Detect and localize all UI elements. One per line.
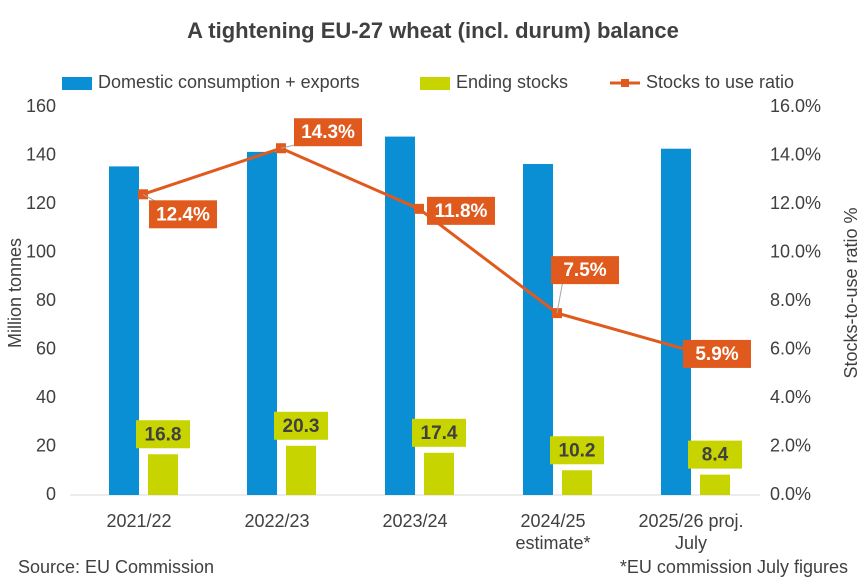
data-label: 14.3% (301, 122, 355, 143)
source: Source: EU Commission (18, 557, 214, 577)
data-label: 10.2 (559, 440, 596, 461)
data-label-box (688, 440, 742, 469)
line-marker (414, 203, 424, 214)
legend-swatch (62, 77, 92, 90)
data-label-box (149, 200, 217, 229)
legend-swatch (420, 77, 450, 90)
x-tick-label: 2023/24 (382, 511, 448, 531)
bar (385, 136, 415, 495)
x-tick-label: 2022/23 (244, 511, 310, 531)
data-label-box (274, 411, 328, 440)
data-label: 11.8% (435, 201, 488, 222)
data-label: 20.3 (283, 416, 320, 437)
x-tick-label: 2021/22 (106, 511, 172, 531)
legend-label: Stocks to use ratio (646, 72, 794, 92)
y2-tick-label: 8.0% (770, 290, 811, 310)
data-label: 7.5% (563, 260, 606, 281)
y-tick-label: 140 (26, 144, 56, 164)
y2-tick-label: 2.0% (770, 435, 811, 455)
y-axis-title: Million tonnes (5, 238, 25, 348)
data-label: 5.9% (695, 344, 738, 365)
footnote: *EU commission July figures (620, 557, 848, 577)
leader-line (556, 280, 564, 314)
y2-tick-label: 12.0% (770, 193, 821, 213)
y-tick-label: 120 (26, 193, 56, 213)
data-label-box (551, 256, 619, 285)
x-tick-label: 2025/26 proj. July (638, 511, 744, 553)
data-label-box (550, 436, 604, 465)
legend-label: Ending stocks (456, 72, 568, 92)
y-tick-label: 160 (26, 96, 56, 116)
data-label-box (294, 118, 362, 147)
bar (424, 452, 454, 495)
legend-swatch (621, 79, 629, 87)
y2-tick-label: 16.0% (770, 96, 821, 116)
y-tick-label: 40 (36, 387, 56, 407)
y2-tick-label: 14.0% (770, 144, 821, 164)
data-label-box (412, 418, 466, 447)
bar (661, 148, 691, 495)
y2-tick-label: 0.0% (770, 484, 811, 504)
bar (286, 445, 316, 495)
data-label-box (683, 339, 751, 368)
data-label-box (427, 196, 495, 225)
x-tick-label: 2024/25 estimate* (515, 511, 591, 553)
line (142, 146, 696, 354)
y2-tick-label: 6.0% (770, 338, 811, 358)
y-tick-label: 20 (36, 435, 56, 455)
y2-axis-title: Stocks-to-use ratio % (841, 207, 861, 378)
y-tick-label: 100 (26, 241, 56, 261)
y-tick-label: 80 (36, 290, 56, 310)
data-label: 8.4 (702, 445, 729, 466)
data-label-box (136, 420, 190, 449)
y2-tick-label: 4.0% (770, 387, 811, 407)
bar (523, 163, 553, 496)
data-label: 17.4 (421, 423, 458, 444)
bar (148, 454, 178, 495)
bar (700, 474, 730, 495)
bar (109, 166, 139, 495)
bar (247, 151, 277, 496)
y-tick-label: 0 (46, 484, 56, 504)
legend-label: Domestic consumption + exports (98, 72, 360, 92)
bar (562, 470, 592, 495)
data-label: 12.4% (156, 204, 210, 225)
chart-title: A tightening EU-27 wheat (incl. durum) b… (187, 18, 679, 43)
y2-tick-label: 10.0% (770, 241, 821, 261)
y-tick-label: 60 (36, 338, 56, 358)
data-label: 16.8 (145, 424, 182, 445)
